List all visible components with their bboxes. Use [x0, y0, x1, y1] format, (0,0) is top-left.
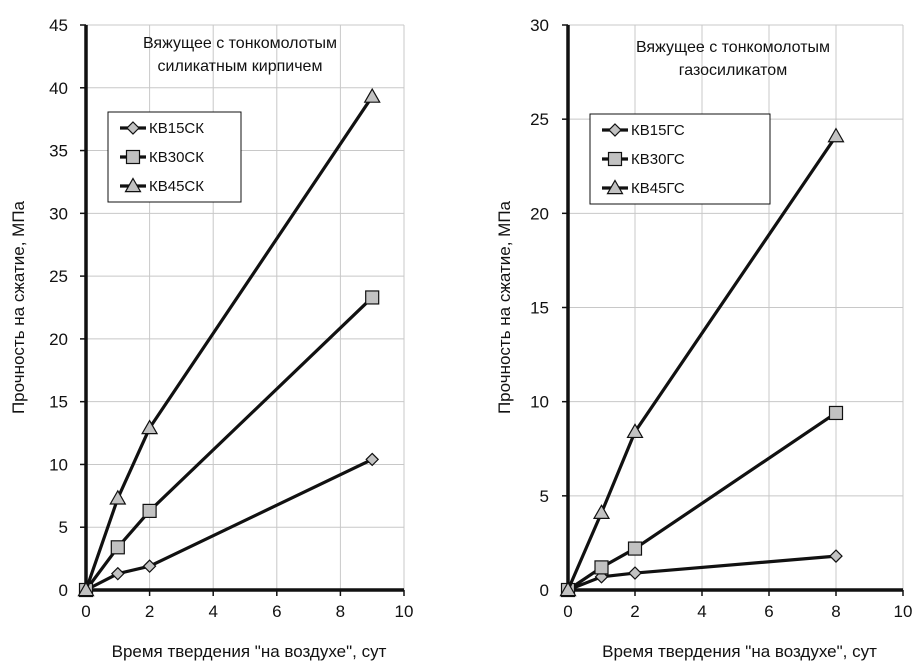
chart-title-line: Вяжущее с тонкомолотым	[143, 35, 337, 52]
legend: КВ15СК КВ30СК КВ45СК	[107, 111, 242, 203]
chart-title-line: силикатным кирпичем	[158, 58, 323, 75]
data-point	[829, 549, 843, 563]
y-tick-label: 25	[530, 110, 549, 129]
legend-label: КВ15ГС	[631, 122, 685, 139]
series-КВ45СК	[77, 87, 381, 597]
y-tick-label: 15	[49, 393, 68, 412]
data-point	[828, 405, 844, 421]
y-tick-label: 5	[59, 518, 68, 537]
legend: КВ15ГС КВ30ГС КВ45ГС	[589, 113, 771, 205]
series-line	[567, 554, 837, 592]
legend-marker	[125, 149, 141, 165]
y-tick-label: 45	[49, 16, 68, 35]
x-tick-label: 10	[894, 602, 913, 621]
y-tick-label: 0	[59, 581, 68, 600]
x-tick-label: 2	[145, 602, 154, 621]
x-tick-label: 4	[208, 602, 217, 621]
series-line	[566, 135, 838, 591]
data-point	[77, 581, 95, 597]
legend-label: КВ30СК	[149, 149, 204, 166]
chart-panel-1: 0 5 10 15 20 25 30 35 40 45 0 2 4 6 8 10 Время твердения…	[9, 16, 413, 661]
data-point	[365, 290, 380, 305]
y-tick-label: 30	[530, 16, 549, 35]
data-point	[627, 541, 643, 556]
series-КВ30ГС	[560, 405, 844, 598]
chart-title-line: газосиликатом	[679, 62, 787, 79]
x-tick-label: 0	[563, 602, 572, 621]
series-КВ45ГС	[559, 127, 845, 597]
x-tick-label: 6	[272, 602, 281, 621]
chart-title-line: Вяжущее с тонкомолотым	[636, 39, 830, 56]
chart-panel-2: 0 5 10 15 20 25 30 0 2 4 6 8 10 Время твердения "на в…	[495, 16, 912, 661]
x-tick-label: 0	[81, 602, 90, 621]
y-tick-label: 15	[530, 299, 549, 318]
data-point	[626, 423, 644, 439]
data-point	[559, 581, 577, 597]
y-axis-label: Прочность на сжатие, МПа	[495, 200, 514, 414]
legend-marker	[608, 123, 622, 137]
y-tick-label: 35	[49, 142, 68, 161]
data-point	[592, 504, 611, 520]
legend-label: КВ45СК	[149, 178, 204, 195]
legend-label: КВ45ГС	[631, 180, 685, 197]
data-point	[141, 419, 159, 435]
x-tick-label: 2	[630, 602, 639, 621]
series-line	[85, 457, 373, 592]
x-tick-label: 4	[697, 602, 706, 621]
legend-marker	[124, 177, 142, 193]
legend-marker	[607, 151, 623, 167]
data-point	[110, 566, 125, 581]
y-axis-label: Прочность на сжатие, МПа	[9, 200, 28, 414]
legend-label: КВ30ГС	[631, 151, 685, 168]
series-line	[84, 296, 374, 591]
data-point	[110, 540, 125, 555]
y-tick-label: 10	[530, 393, 549, 412]
x-tick-label: 10	[395, 602, 414, 621]
y-tick-label: 40	[49, 79, 68, 98]
legend-marker	[606, 179, 624, 195]
x-tick-label: 6	[764, 602, 773, 621]
legend-marker	[126, 121, 140, 135]
data-point	[142, 503, 157, 518]
y-tick-label: 25	[49, 267, 68, 286]
data-point	[365, 452, 380, 467]
y-tick-label: 0	[540, 581, 549, 600]
series-КВ30СК	[78, 290, 380, 598]
y-tick-label: 20	[530, 204, 549, 223]
x-tick-label: 8	[831, 602, 840, 621]
legend-label: КВ15СК	[149, 120, 204, 137]
x-axis-label: Время твердения "на воздухе", сут	[602, 642, 877, 661]
series-line	[567, 411, 837, 592]
data-point	[594, 560, 609, 575]
series-line	[84, 95, 374, 591]
data-point	[827, 127, 845, 143]
data-point	[142, 559, 157, 573]
x-tick-label: 8	[336, 602, 345, 621]
data-point	[628, 566, 642, 580]
x-axis-label: Время твердения "на воздухе", сут	[112, 642, 387, 661]
data-point	[109, 489, 127, 505]
y-tick-label: 10	[49, 455, 68, 474]
y-tick-label: 30	[49, 204, 68, 223]
y-tick-label: 5	[540, 487, 549, 506]
data-point	[363, 87, 381, 103]
series-КВ15СК	[79, 452, 380, 597]
y-tick-label: 20	[49, 330, 68, 349]
